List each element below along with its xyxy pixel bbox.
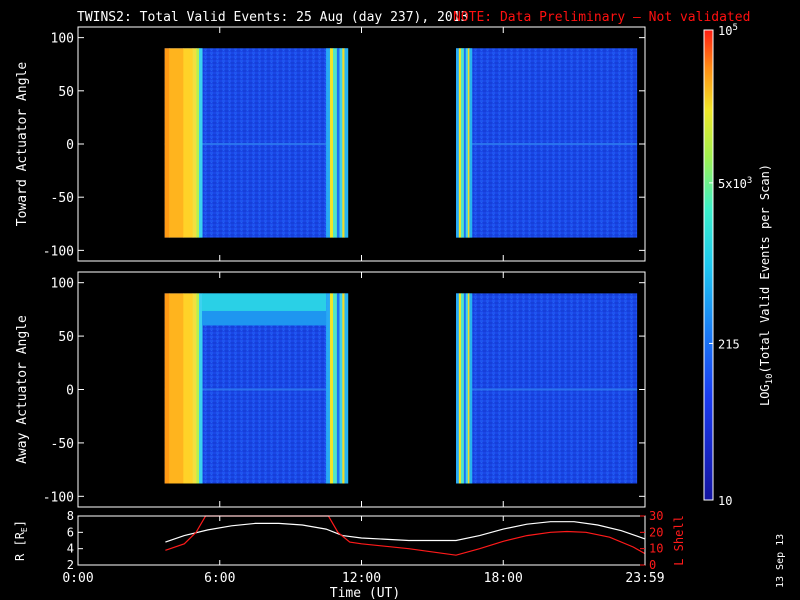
high-count-band: [196, 48, 200, 238]
moderate-count-band: [469, 48, 473, 238]
x-tick-label: 6:00: [204, 571, 235, 586]
colorbar-tick-label: 105: [718, 23, 738, 38]
moderate-count-band: [458, 293, 462, 484]
moderate-count-band: [344, 293, 349, 484]
moderate-count-band: [467, 48, 470, 238]
moderate-count-band: [461, 293, 465, 484]
moderate-count-band: [344, 48, 349, 238]
y-tick-label: 0: [66, 138, 74, 153]
moderate-count-band: [342, 293, 345, 484]
colorbar-tick-label: 5x103: [718, 176, 752, 191]
page-title: TWINS2: Total Valid Events: 25 Aug (day …: [77, 10, 468, 25]
moderate-count-band: [469, 293, 473, 484]
moderate-count-band: [461, 48, 465, 238]
colorbar-scale: [703, 29, 714, 501]
colorbar-tick-label: 215: [718, 337, 740, 351]
y-tick-label: 8: [67, 509, 74, 523]
moderate-count-band: [336, 293, 340, 484]
toward-angle-panel: 100 50 0 -50 -100 Toward Actuator Angle: [15, 26, 646, 262]
moderate-count-band: [463, 48, 467, 238]
moderate-count-band: [329, 293, 334, 484]
moderate-count-band: [456, 293, 460, 484]
colorbar-tick-label: 10: [718, 494, 732, 508]
right-y-tick-label: 10: [649, 542, 663, 556]
moderate-count-band: [332, 293, 338, 484]
high-count-band: [199, 48, 203, 238]
y-tick-label: 50: [58, 85, 74, 100]
high-count-band: [164, 48, 170, 238]
y-tick-label: 100: [51, 32, 74, 47]
high-count-band: [183, 48, 194, 238]
away-angle-panel: 100 50 0 -50 -100 Away Actuator Angle: [15, 271, 646, 508]
moderate-count-band: [467, 293, 470, 484]
moderate-count-band: [202, 293, 327, 311]
right-y-tick-label: 0: [649, 558, 656, 572]
y-tick-label: -50: [51, 191, 74, 206]
data-block: [456, 48, 638, 238]
x-tick-label: 18:00: [484, 571, 523, 586]
y-tick-label: 4: [67, 542, 74, 556]
y-axis-label: Away Actuator Angle: [15, 315, 30, 464]
y-tick-label: -100: [43, 244, 74, 259]
colorbar: 105 5x103 215 10 LOG10(Total Valid Events pe…: [703, 23, 775, 508]
high-count-band: [169, 48, 184, 238]
moderate-count-band: [465, 48, 469, 238]
date-stamp: 13 Sep 13: [775, 534, 786, 588]
moderate-count-band: [326, 48, 331, 238]
time-axis-label: Time (UT): [330, 586, 400, 600]
moderate-count-band: [463, 293, 467, 484]
data-block: [456, 293, 638, 484]
high-count-band: [164, 293, 170, 484]
moderate-count-band: [202, 310, 327, 326]
y-axis-label: Toward Actuator Angle: [15, 62, 30, 227]
time-axis-ticks: 0:00 6:00 12:00 18:00 23:59: [62, 571, 664, 586]
x-tick-label: 0:00: [62, 571, 93, 586]
right-y-tick-label: 20: [649, 525, 663, 539]
orbit-panel: 8 6 4 2 30 20 10 0 R [RE] L Shell: [13, 509, 686, 572]
l-shell-axis-label: L Shell: [672, 515, 686, 566]
moderate-count-band: [456, 48, 460, 238]
moderate-count-band: [339, 293, 343, 484]
moderate-count-band: [339, 48, 343, 238]
right-y-tick-label: 30: [649, 509, 663, 523]
r-axis-label: R [RE]: [13, 520, 29, 561]
high-count-band: [183, 293, 194, 484]
moderate-count-band: [332, 48, 338, 238]
high-count-band: [196, 293, 200, 484]
x-tick-label: 23:59: [625, 571, 664, 586]
high-count-band: [199, 293, 203, 484]
moderate-count-band: [329, 48, 334, 238]
moderate-count-band: [458, 48, 462, 238]
x-tick-label: 12:00: [342, 571, 381, 586]
y-tick-label: 2: [67, 558, 74, 572]
y-tick-label: -50: [51, 437, 74, 452]
moderate-count-band: [336, 48, 340, 238]
colorbar-label: LOG10(Total Valid Events per Scan): [758, 164, 775, 406]
y-tick-label: 6: [67, 525, 74, 539]
moderate-count-band: [465, 293, 469, 484]
note-label: NOTE: Data Preliminary — Not validated: [453, 10, 750, 25]
high-count-band: [192, 293, 197, 484]
y-tick-label: 50: [58, 330, 74, 345]
radial-distance-line: [165, 521, 646, 543]
moderate-count-band: [342, 48, 345, 238]
axes-frame: [77, 515, 646, 566]
moderate-count-band: [326, 293, 331, 484]
y-tick-label: -100: [43, 490, 74, 505]
y-tick-label: 0: [66, 384, 74, 399]
y-tick-label: 100: [51, 277, 74, 292]
high-count-band: [192, 48, 197, 238]
high-count-band: [169, 293, 184, 484]
